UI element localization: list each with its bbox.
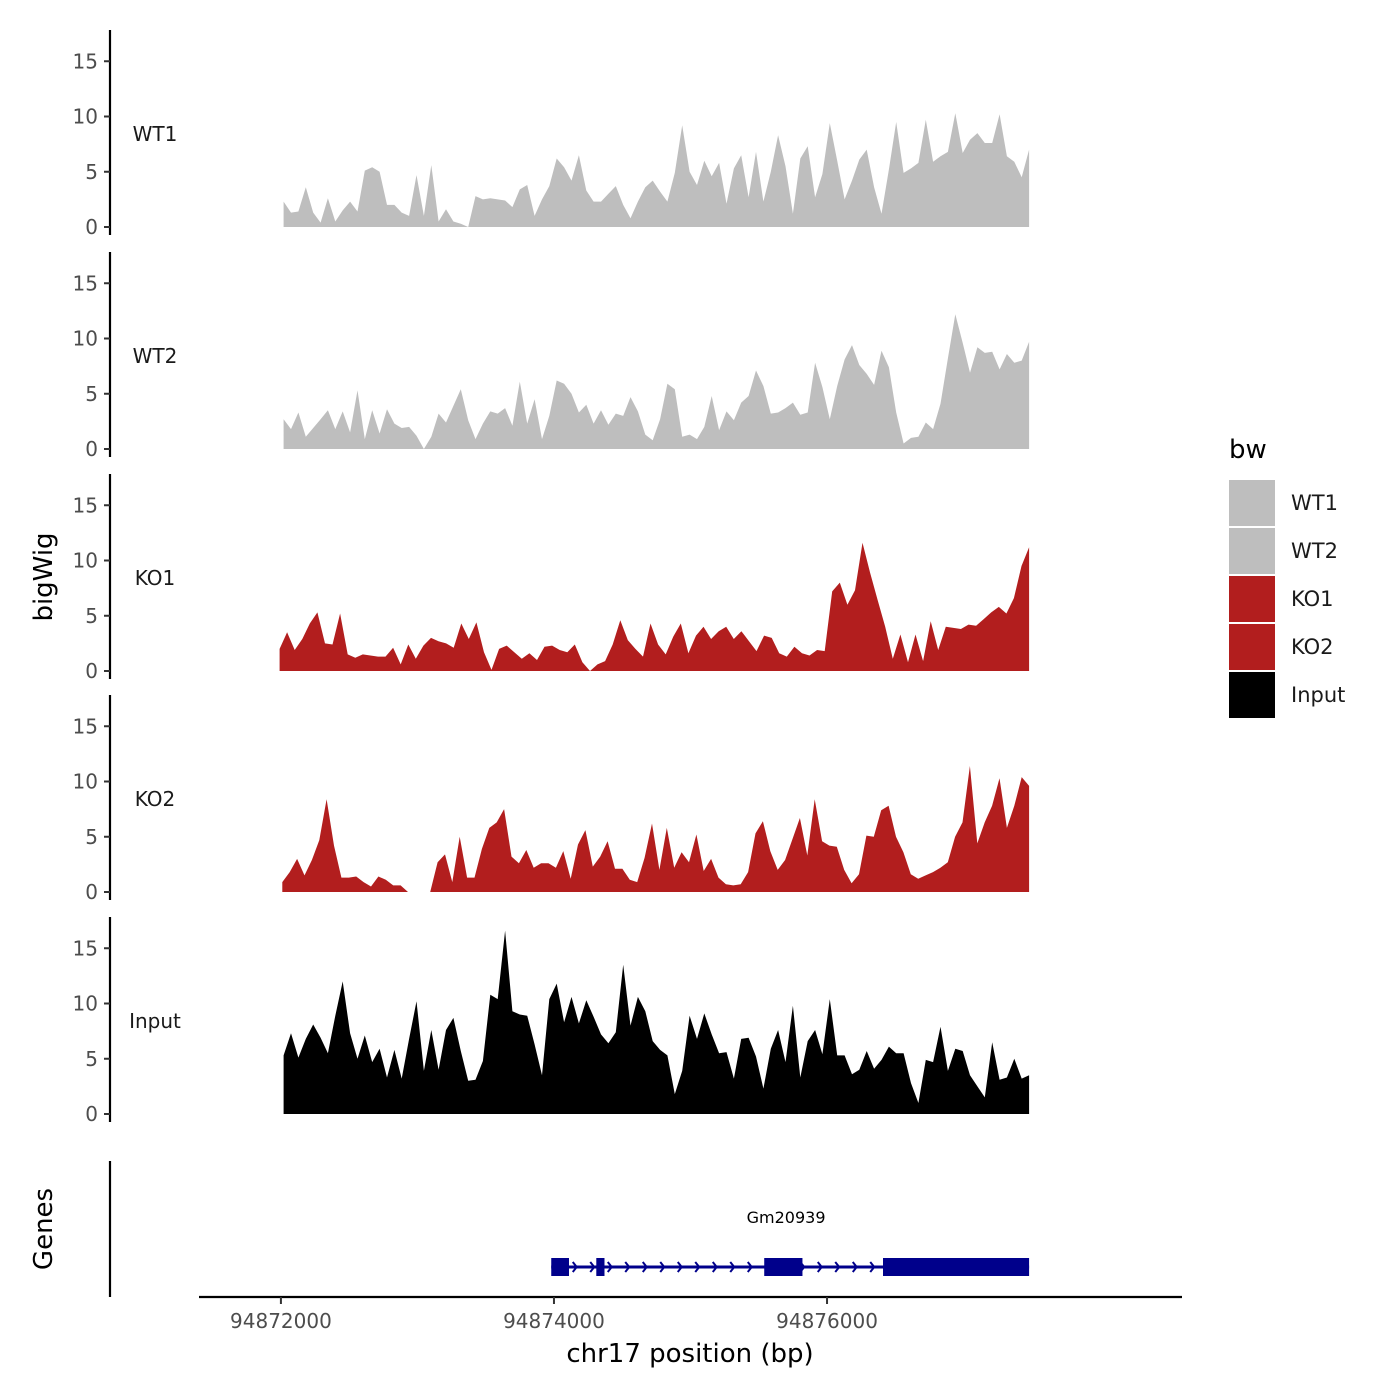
strand-arrow-icon (659, 1261, 666, 1273)
strand-arrow-icon (711, 1261, 719, 1273)
track-label-ko1: KO1 (135, 566, 176, 590)
strand-arrow-icon (589, 1261, 596, 1273)
gene-exon (883, 1258, 1030, 1276)
gene-exon (596, 1258, 605, 1276)
y-tick-label: 10 (73, 770, 98, 794)
track-panel-wt2: 0 5 10 15 WT2 (73, 252, 1030, 461)
legend: bw WT1 WT2 KO1 KO2 Input (1229, 435, 1345, 718)
y-tick-label: 15 (73, 49, 98, 73)
y-axis-wt1: 0 5 10 15 (73, 30, 112, 239)
y-tick-label: 10 (73, 549, 98, 573)
y-tick-label: 5 (85, 382, 98, 406)
genes-panel: Genes Gm20939 (29, 1161, 1030, 1297)
legend-label: WT2 (1291, 539, 1338, 563)
y-axis-wt2: 0 5 10 15 (73, 252, 112, 461)
area-ko2 (282, 766, 1030, 892)
strand-arrow-icon (641, 1261, 649, 1273)
strand-arrow-icon (851, 1261, 859, 1273)
y-tick-label: 0 (85, 1102, 98, 1126)
track-panel-wt1: 0 5 10 15 WT1 (73, 30, 1030, 239)
legend-swatch (1229, 672, 1275, 718)
legend-swatch (1229, 528, 1275, 574)
legend-items: WT1 WT2 KO1 KO2 Input (1229, 480, 1345, 718)
track-panel-input: 0 5 10 15 Input (73, 917, 1030, 1126)
genes-axis-title: Genes (29, 1188, 59, 1270)
y-axis-input: 0 5 10 15 (73, 917, 112, 1126)
strand-arrow-icon (606, 1261, 614, 1273)
track-panel-ko2: 0 5 10 15 KO2 (73, 695, 1030, 904)
track-label-ko2: KO2 (135, 787, 176, 811)
area-wt1 (283, 113, 1030, 227)
legend-swatch (1229, 480, 1275, 526)
legend-label: Input (1291, 683, 1345, 707)
legend-label: WT1 (1291, 491, 1338, 515)
y-tick-label: 0 (85, 880, 98, 904)
x-tick-label: 94876000 (776, 1309, 878, 1333)
y-tick-label: 15 (73, 936, 98, 960)
y-tick-label: 15 (73, 714, 98, 738)
y-axis-ko2: 0 5 10 15 (73, 695, 112, 904)
area-wt2 (283, 314, 1030, 449)
strand-arrow-icon (676, 1261, 684, 1273)
strand-arrow-icon (869, 1261, 876, 1273)
area-input (283, 930, 1030, 1114)
strand-arrow-icon (571, 1261, 579, 1273)
area-ko1 (279, 542, 1030, 671)
y-tick-label: 5 (85, 825, 98, 849)
track-label-wt1: WT1 (133, 122, 178, 146)
y-tick-label: 5 (85, 1047, 98, 1071)
y-tick-label: 0 (85, 659, 98, 683)
y-tick-label: 15 (73, 493, 98, 517)
strand-arrow-icon (624, 1261, 631, 1273)
legend-label: KO2 (1291, 635, 1334, 659)
track-label-input: Input (129, 1009, 181, 1033)
y-tick-label: 0 (85, 215, 98, 239)
x-axis-title: chr17 position (bp) (566, 1339, 813, 1369)
legend-label: KO1 (1291, 587, 1334, 611)
y-axis-title: bigWig (29, 532, 59, 621)
legend-swatch (1229, 624, 1275, 670)
y-tick-label: 10 (73, 327, 98, 351)
x-tick-label: 94874000 (503, 1309, 605, 1333)
strand-arrow-icon (694, 1261, 701, 1273)
y-tick-label: 10 (73, 105, 98, 129)
y-tick-label: 5 (85, 160, 98, 184)
x-tick-label: 94872000 (230, 1309, 332, 1333)
strand-arrow-icon (729, 1261, 736, 1273)
y-tick-label: 10 (73, 992, 98, 1016)
track-label-wt2: WT2 (133, 344, 178, 368)
gene-exon (764, 1258, 803, 1276)
y-axis-ko1: 0 5 10 15 (73, 474, 112, 683)
strand-arrow-icon (834, 1261, 841, 1273)
y-tick-label: 15 (73, 271, 98, 295)
strand-arrow-icon (816, 1261, 824, 1273)
strand-arrow-icon (746, 1261, 754, 1273)
gene-model (551, 1258, 1030, 1276)
y-tick-label: 5 (85, 604, 98, 628)
gene-exon (551, 1258, 569, 1276)
x-axis: 94872000 94874000 94876000 (199, 1295, 1182, 1333)
legend-swatch (1229, 576, 1275, 622)
legend-title: bw (1229, 435, 1267, 465)
gene-name-label: Gm20939 (747, 1208, 826, 1227)
y-tick-label: 0 (85, 437, 98, 461)
track-panel-ko1: 0 5 10 15 KO1 (73, 474, 1030, 683)
